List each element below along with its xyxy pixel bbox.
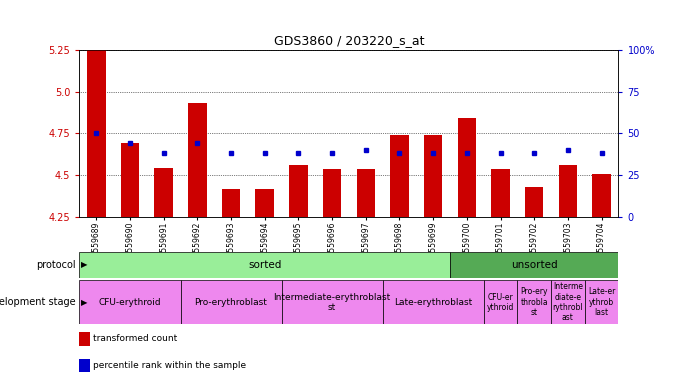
Text: unsorted: unsorted [511, 260, 558, 270]
Bar [525, 187, 544, 217]
Bar [457, 118, 476, 217]
Bar [87, 50, 106, 217]
Text: development stage: development stage [0, 297, 76, 308]
Text: ▶: ▶ [81, 260, 87, 270]
Bar [491, 169, 510, 217]
Text: CFU-erythroid: CFU-erythroid [99, 298, 161, 307]
Text: ▶: ▶ [81, 298, 87, 307]
Bar [256, 189, 274, 217]
Bar [79, 252, 450, 278]
Text: transformed count: transformed count [93, 334, 178, 343]
Bar [551, 280, 585, 324]
Bar [450, 252, 618, 278]
Bar [357, 169, 375, 217]
Text: Late-erythroblast: Late-erythroblast [394, 298, 472, 307]
Text: sorted: sorted [248, 260, 281, 270]
Text: Late-er
ythrob
last: Late-er ythrob last [588, 288, 615, 317]
Text: Pro-erythroblast: Pro-erythroblast [195, 298, 267, 307]
Text: Interme
diate-e
rythrobl
ast: Interme diate-e rythrobl ast [553, 282, 583, 323]
Text: Pro-ery
throbla
st: Pro-ery throbla st [520, 288, 548, 317]
Bar [222, 189, 240, 217]
Bar [289, 165, 307, 217]
Bar [383, 280, 484, 324]
Bar [518, 280, 551, 324]
Bar [188, 103, 207, 217]
Bar [121, 144, 140, 217]
Bar [154, 168, 173, 217]
Text: Intermediate-erythroblast
st: Intermediate-erythroblast st [274, 293, 390, 312]
Title: GDS3860 / 203220_s_at: GDS3860 / 203220_s_at [274, 34, 424, 47]
Text: CFU-er
ythroid: CFU-er ythroid [487, 293, 514, 312]
Bar [79, 280, 180, 324]
Bar [558, 165, 577, 217]
Bar [390, 135, 409, 217]
Bar [585, 280, 618, 324]
Text: protocol: protocol [37, 260, 76, 270]
Bar [592, 174, 611, 217]
Bar [424, 135, 442, 217]
Bar [281, 280, 383, 324]
Bar [323, 169, 341, 217]
Bar [484, 280, 518, 324]
Bar [180, 280, 281, 324]
Text: percentile rank within the sample: percentile rank within the sample [93, 361, 247, 370]
